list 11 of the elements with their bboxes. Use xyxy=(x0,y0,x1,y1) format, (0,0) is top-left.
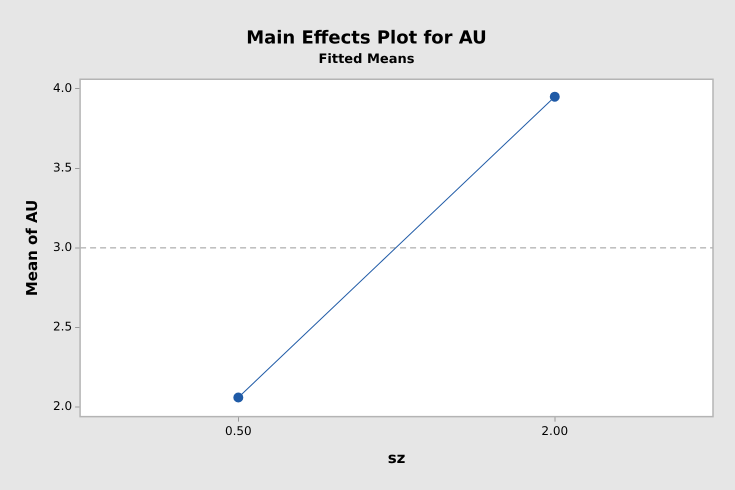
x-tick-label: 0.50 xyxy=(224,424,252,438)
y-tick-label: 2.0 xyxy=(52,399,72,414)
y-axis-title: Mean of AU xyxy=(22,200,41,296)
y-tick-label: 4.0 xyxy=(52,80,72,95)
y-tick-label: 2.5 xyxy=(52,320,72,334)
y-tick-label: 3.5 xyxy=(52,160,72,174)
chart-title: Main Effects Plot for AU xyxy=(246,27,487,48)
chart-subtitle: Fitted Means xyxy=(318,52,415,67)
x-tick-label: 2.00 xyxy=(541,424,568,438)
x-axis-title: sz xyxy=(388,448,406,467)
y-tick-label: 3.0 xyxy=(52,240,72,254)
